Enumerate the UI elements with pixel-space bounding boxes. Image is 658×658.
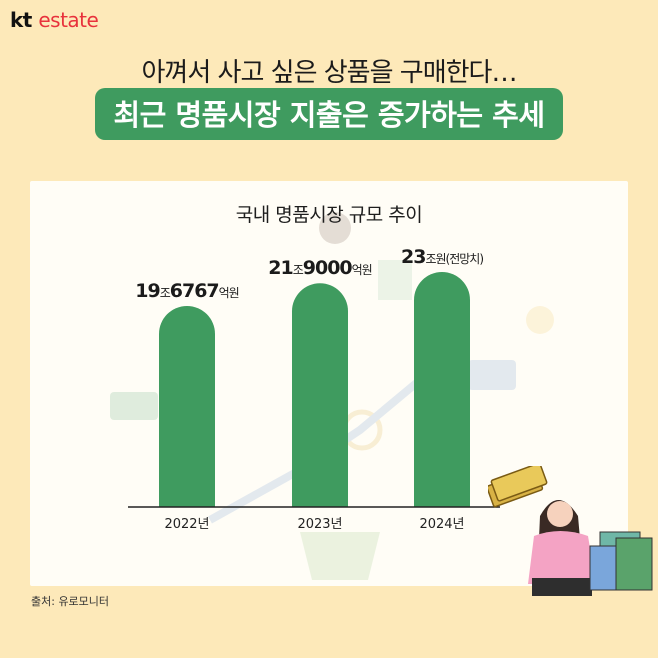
value-label-1: 21조9000억원 [268,257,371,279]
category-label-2: 2024년 [419,517,464,532]
shopper-illustration [488,466,653,596]
bar-1 [292,283,348,507]
bar-2 [414,272,470,507]
person-head-icon [319,212,351,244]
logo-kt: kt [10,8,32,32]
headline-wrap: 최근 명품시장 지출은 증가하는 추세 [0,88,658,140]
coin-icon [526,306,554,334]
source-note: 출처: 유로모니터 [31,595,110,608]
subtitle: 아껴서 사고 싶은 상품을 구매한다… [141,58,518,88]
value-label-0: 19조6767억원 [135,280,238,302]
woman-body [528,531,596,584]
headline: 최근 명품시장 지출은 증가하는 추세 [95,88,563,140]
value-label-2: 23조원(전망치) [401,246,483,268]
woman-face [547,501,573,527]
category-label-1: 2023년 [297,517,342,532]
banknotes-icon [488,466,548,508]
bag-green [615,537,653,591]
chart-title: 국내 명품시장 규모 추이 [235,204,423,226]
money-icon [110,392,158,420]
shopping-bag-icon [378,260,412,300]
logo-estate: estate [38,8,99,32]
woman-skirt [532,578,592,596]
category-label-0: 2022년 [164,517,209,532]
brand-logo: kt estate [10,8,99,32]
bar-0 [159,305,215,507]
card-icon [468,360,516,390]
plant-pot-icon [300,532,380,580]
